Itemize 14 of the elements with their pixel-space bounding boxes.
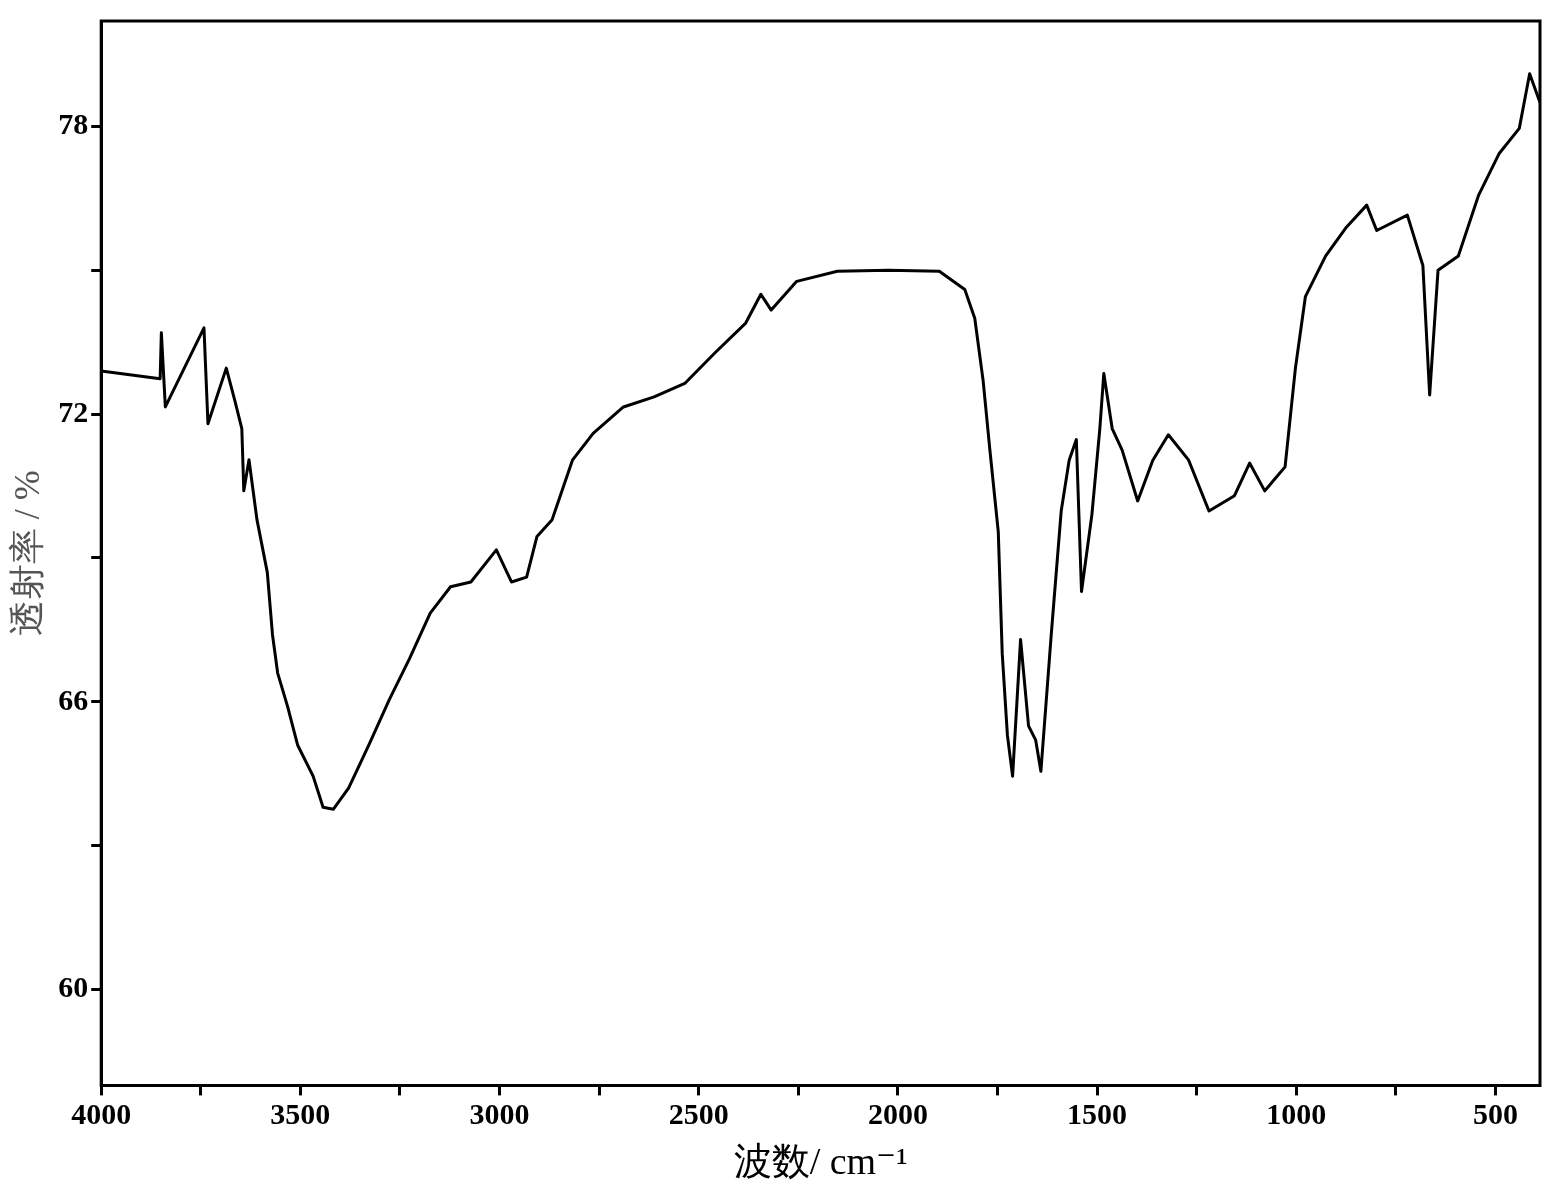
x-tick-label: 1500 <box>1067 1097 1128 1131</box>
x-axis-title: 波数/ cm⁻¹ <box>733 1140 908 1183</box>
x-tick-label: 500 <box>1472 1097 1518 1131</box>
x-tick-label: 2000 <box>867 1097 928 1131</box>
x-tick-label: 3500 <box>270 1097 331 1131</box>
x-tick-label: 2500 <box>668 1097 729 1131</box>
x-tick-label: 1000 <box>1266 1097 1327 1131</box>
y-axis-title: 透射率 / % <box>7 470 48 637</box>
y-tick-label: 72 <box>58 394 89 428</box>
y-tick-label: 60 <box>58 970 89 1004</box>
y-tick-label: 78 <box>58 107 89 141</box>
x-tick-label: 3000 <box>469 1097 530 1131</box>
x-tick-label: 4000 <box>71 1097 132 1131</box>
y-tick-label: 66 <box>58 682 89 716</box>
